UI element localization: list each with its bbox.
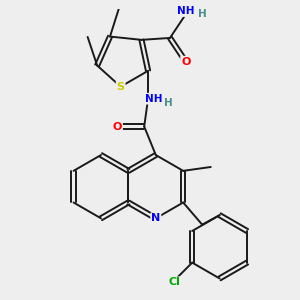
Text: O: O [112,122,122,131]
Text: O: O [181,57,190,67]
Text: H: H [198,9,206,19]
Text: H: H [164,98,172,107]
Text: S: S [117,82,125,92]
Text: NH: NH [145,94,163,104]
Text: NH: NH [177,6,195,16]
Text: Cl: Cl [169,277,180,287]
Text: N: N [151,213,160,223]
